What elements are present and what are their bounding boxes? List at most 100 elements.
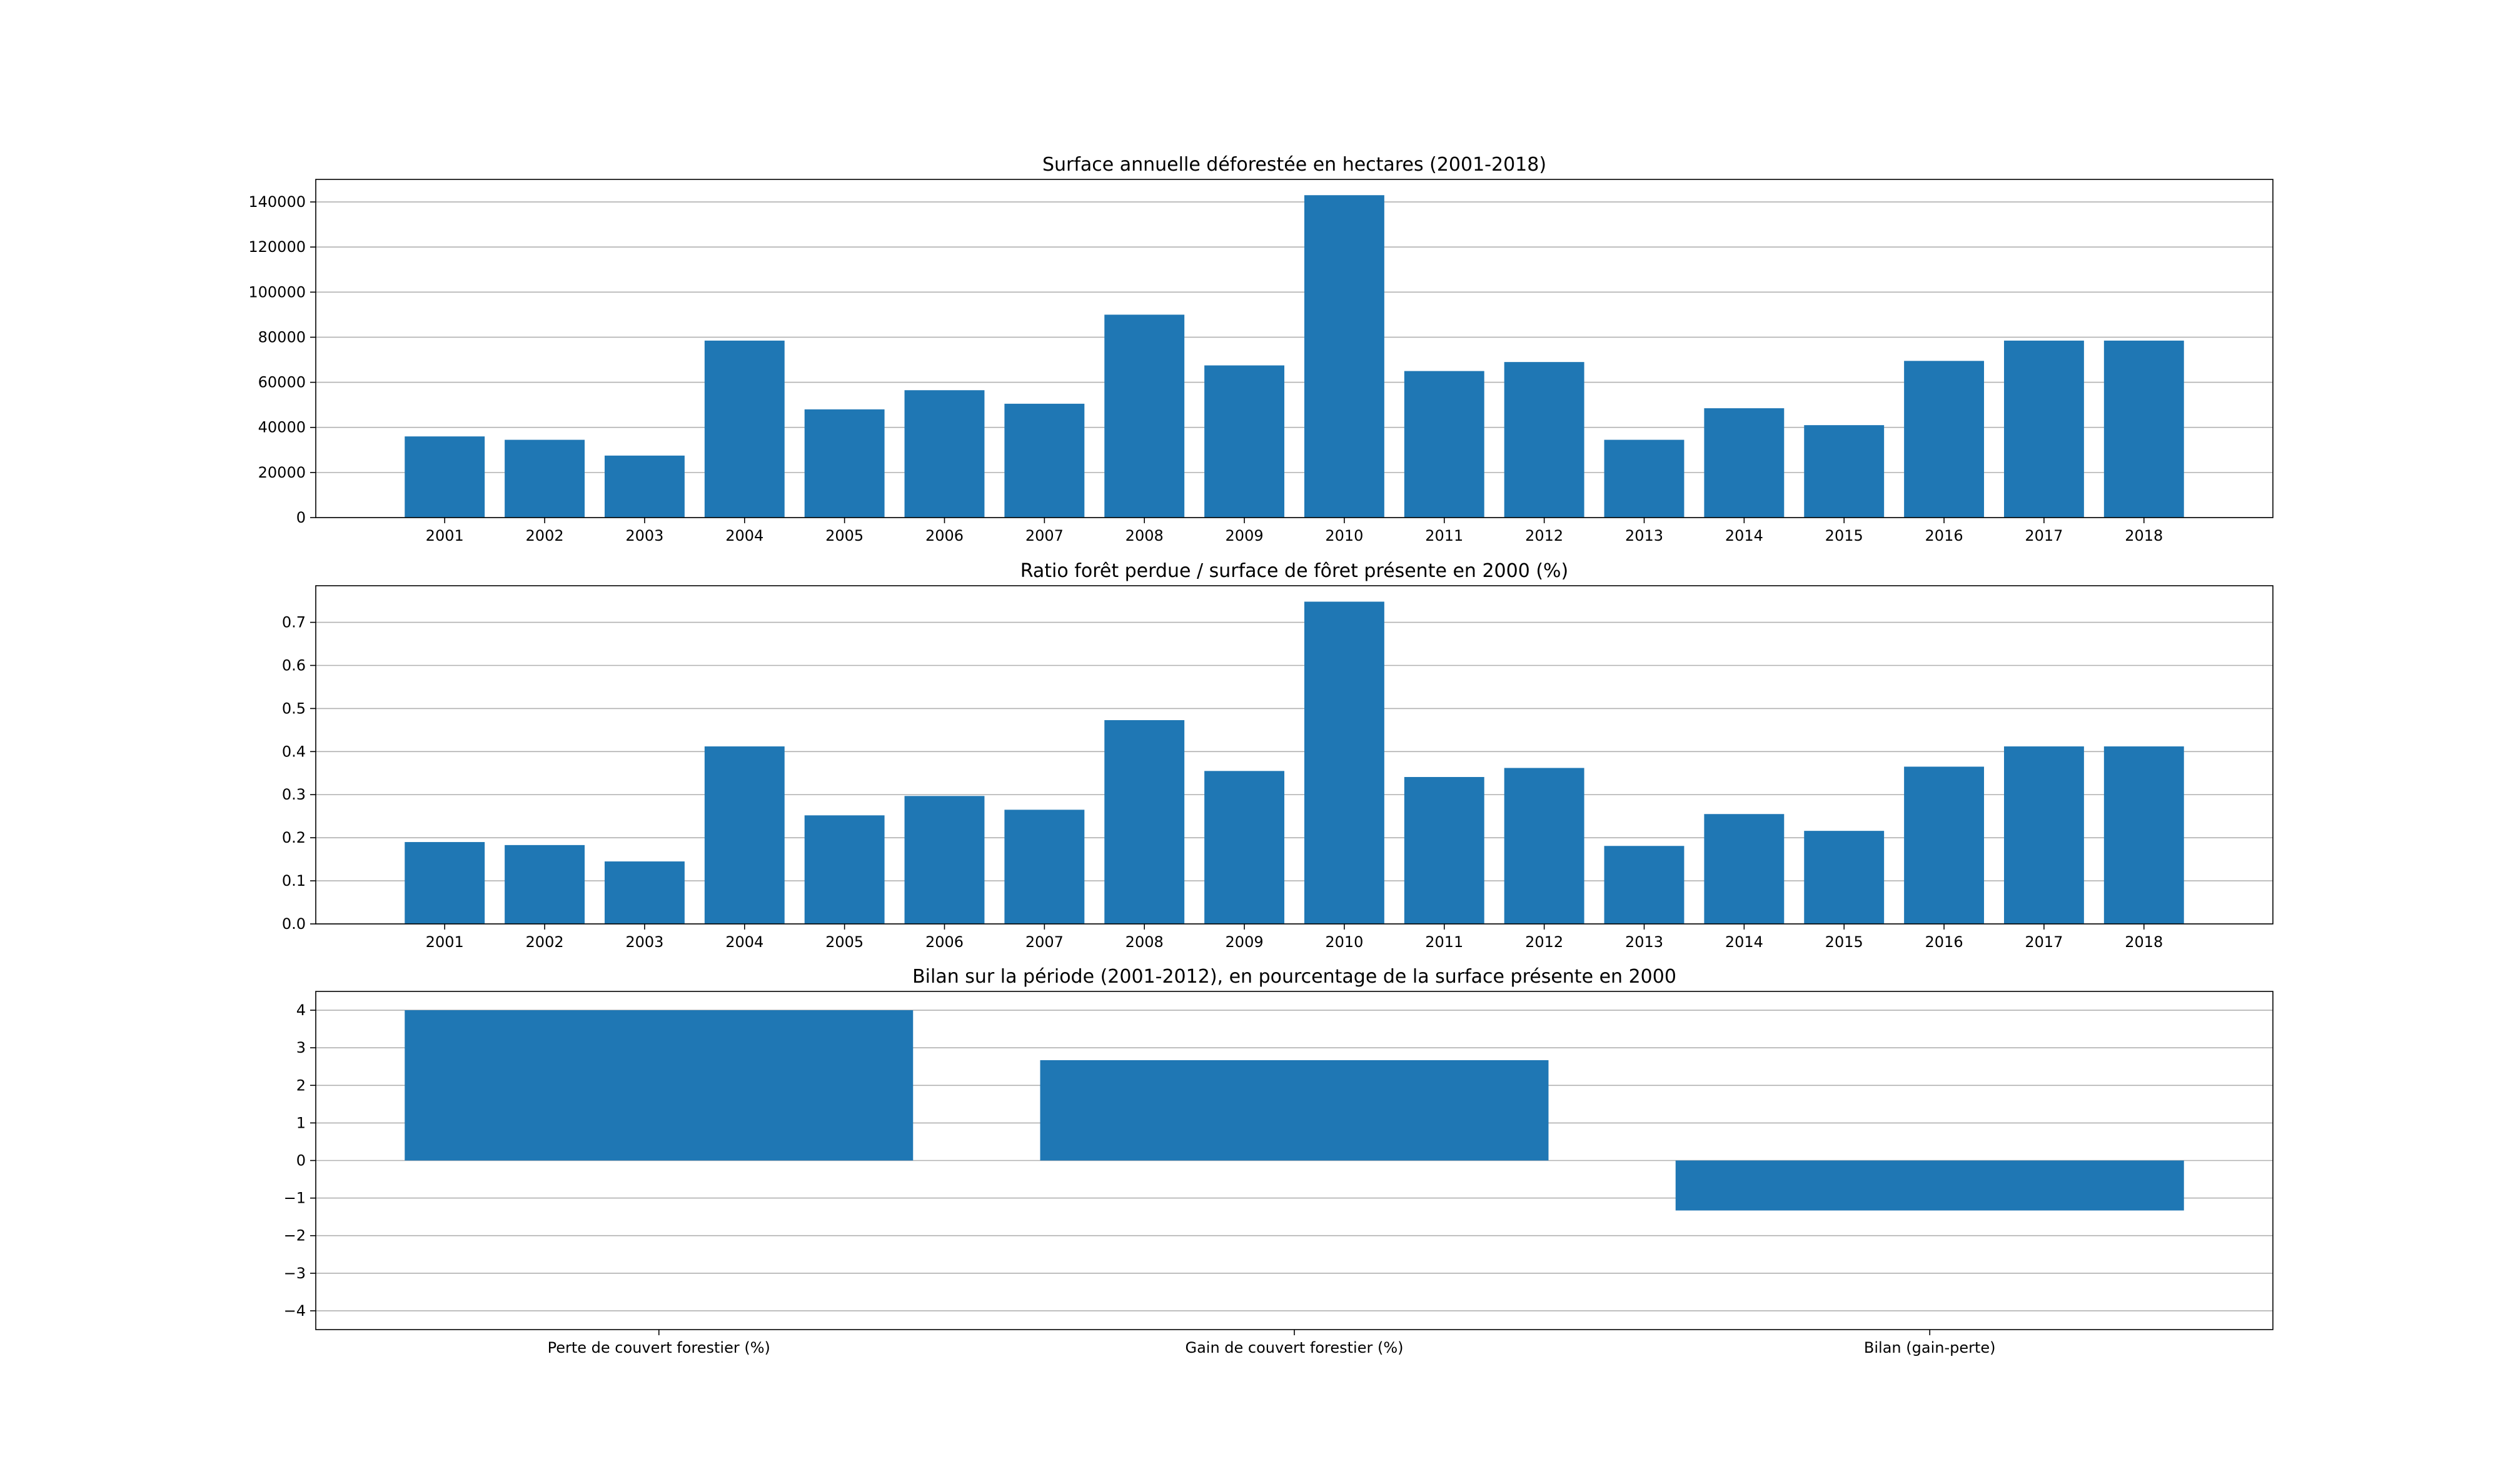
x-tick-label: 2018 xyxy=(2125,933,2163,951)
bar xyxy=(1404,776,1484,924)
bar xyxy=(1604,439,1685,518)
chart-loss-ratio: Ratio forêt perdue / surface de fôret pr… xyxy=(282,560,2274,951)
y-tick-label: −3 xyxy=(284,1265,306,1282)
bar xyxy=(904,390,985,518)
bar xyxy=(804,815,885,924)
bar xyxy=(1104,720,1185,924)
x-tick-label: 2001 xyxy=(426,933,464,951)
bar xyxy=(1040,1060,1549,1161)
y-tick-label: 0.3 xyxy=(282,786,306,803)
bars xyxy=(405,195,2184,518)
bar xyxy=(505,439,585,518)
x-axis-ticks: 2001 2002 2003 2004 2005 2006 2007 2008 2009 2010… xyxy=(426,924,2163,951)
chart-period-balance: Bilan sur la période (2001-2012), en pou… xyxy=(284,966,2274,1356)
y-tick-label: 3 xyxy=(296,1039,306,1056)
x-tick-label: 2012 xyxy=(1525,527,1563,544)
x-tick-label: 2018 xyxy=(2125,527,2163,544)
y-tick-label: 0 xyxy=(296,1152,306,1170)
x-tick-label: 2008 xyxy=(1126,527,1164,544)
x-tick-label: 2011 xyxy=(1425,527,1463,544)
x-tick-label: 2009 xyxy=(1226,933,1264,951)
bar xyxy=(1004,810,1085,924)
y-tick-label: 0.7 xyxy=(282,614,306,631)
x-tick-label: 2008 xyxy=(1126,933,1164,951)
y-tick-label: 0.6 xyxy=(282,656,306,674)
y-axis-ticks: 0 20000 40000 60000 80000 100000 120000 140000 xyxy=(248,193,316,526)
bar xyxy=(1504,768,1584,924)
bar xyxy=(405,842,485,924)
x-tick-label: 2015 xyxy=(1825,527,1863,544)
bar xyxy=(1804,831,1885,924)
bar xyxy=(704,746,785,924)
x-tick-label: 2006 xyxy=(925,527,964,544)
x-tick-label: 2005 xyxy=(825,933,864,951)
axes-frame xyxy=(315,585,2274,925)
bar xyxy=(505,845,585,924)
bars xyxy=(405,1010,2184,1211)
x-tick-label: 2014 xyxy=(1725,933,1763,951)
x-tick-label: 2007 xyxy=(1025,527,1064,544)
bar xyxy=(1304,601,1384,924)
y-axis-ticks: 0.0 0.1 0.2 0.3 0.4 0.5 0.6 0.7 xyxy=(282,614,316,933)
bar xyxy=(1704,814,1785,924)
x-tick-label: 2003 xyxy=(625,933,663,951)
x-tick-label: 2010 xyxy=(1325,527,1363,544)
bar xyxy=(2003,746,2084,924)
y-tick-label: 1 xyxy=(296,1114,306,1131)
y-tick-label: 0.4 xyxy=(282,743,306,760)
x-tick-label: 2015 xyxy=(1825,933,1863,951)
bar xyxy=(704,340,785,518)
y-tick-label: 20000 xyxy=(258,464,306,481)
y-tick-label: 140000 xyxy=(248,193,306,211)
y-tick-label: 100000 xyxy=(248,283,306,301)
x-axis-ticks: Perte de couvert forestier (%) Gain de co… xyxy=(548,1330,1996,1356)
bar xyxy=(1804,425,1885,518)
y-tick-label: −2 xyxy=(284,1227,306,1245)
y-tick-label: 0.5 xyxy=(282,699,306,717)
bar xyxy=(1204,771,1285,924)
axes-frame xyxy=(315,179,2274,518)
x-tick-label: 2002 xyxy=(526,527,564,544)
bar xyxy=(1675,1160,2184,1211)
bar xyxy=(1104,314,1185,518)
bar xyxy=(405,436,485,518)
bar xyxy=(2003,340,2084,518)
bar xyxy=(1504,362,1584,518)
x-axis-ticks: 2001 2002 2003 2004 2005 2006 2007 2008 2009 2010… xyxy=(426,518,2163,544)
chart-title: Bilan sur la période (2001-2012), en pou… xyxy=(912,966,1676,988)
y-tick-label: 0 xyxy=(296,509,306,526)
x-tick-label: Perte de couvert forestier (%) xyxy=(548,1339,770,1356)
y-tick-label: 60000 xyxy=(258,374,306,391)
chart-title: Surface annuelle déforestée en hectares … xyxy=(1042,154,1546,176)
x-tick-label: 2017 xyxy=(2025,527,2063,544)
bar xyxy=(2103,340,2184,518)
y-tick-label: 0.1 xyxy=(282,872,306,890)
x-tick-label: 2014 xyxy=(1725,527,1763,544)
x-tick-label: 2016 xyxy=(1925,933,1963,951)
x-tick-label: Gain de couvert forestier (%) xyxy=(1185,1339,1403,1356)
x-tick-label: 2016 xyxy=(1925,527,1963,544)
bar xyxy=(1004,403,1085,518)
bar xyxy=(1304,195,1384,518)
x-tick-label: 2013 xyxy=(1625,933,1663,951)
y-tick-label: 0.2 xyxy=(282,829,306,846)
y-tick-label: 2 xyxy=(296,1076,306,1094)
y-tick-label: 120000 xyxy=(248,238,306,256)
y-tick-label: −4 xyxy=(284,1302,306,1320)
bar xyxy=(1704,408,1785,518)
x-tick-label: 2005 xyxy=(825,527,864,544)
bar xyxy=(1904,361,1985,518)
bar xyxy=(1604,846,1685,924)
chart-title: Ratio forêt perdue / surface de fôret pr… xyxy=(1020,560,1569,582)
x-tick-label: Bilan (gain-perte) xyxy=(1864,1339,1996,1356)
y-tick-label: 40000 xyxy=(258,419,306,436)
x-tick-label: 2017 xyxy=(2025,933,2063,951)
x-tick-label: 2002 xyxy=(526,933,564,951)
x-tick-label: 2007 xyxy=(1025,933,1064,951)
x-tick-label: 2009 xyxy=(1226,527,1264,544)
x-tick-label: 2010 xyxy=(1325,933,1363,951)
y-tick-label: 4 xyxy=(296,1001,306,1019)
x-tick-label: 2011 xyxy=(1425,933,1463,951)
x-tick-label: 2013 xyxy=(1625,527,1663,544)
